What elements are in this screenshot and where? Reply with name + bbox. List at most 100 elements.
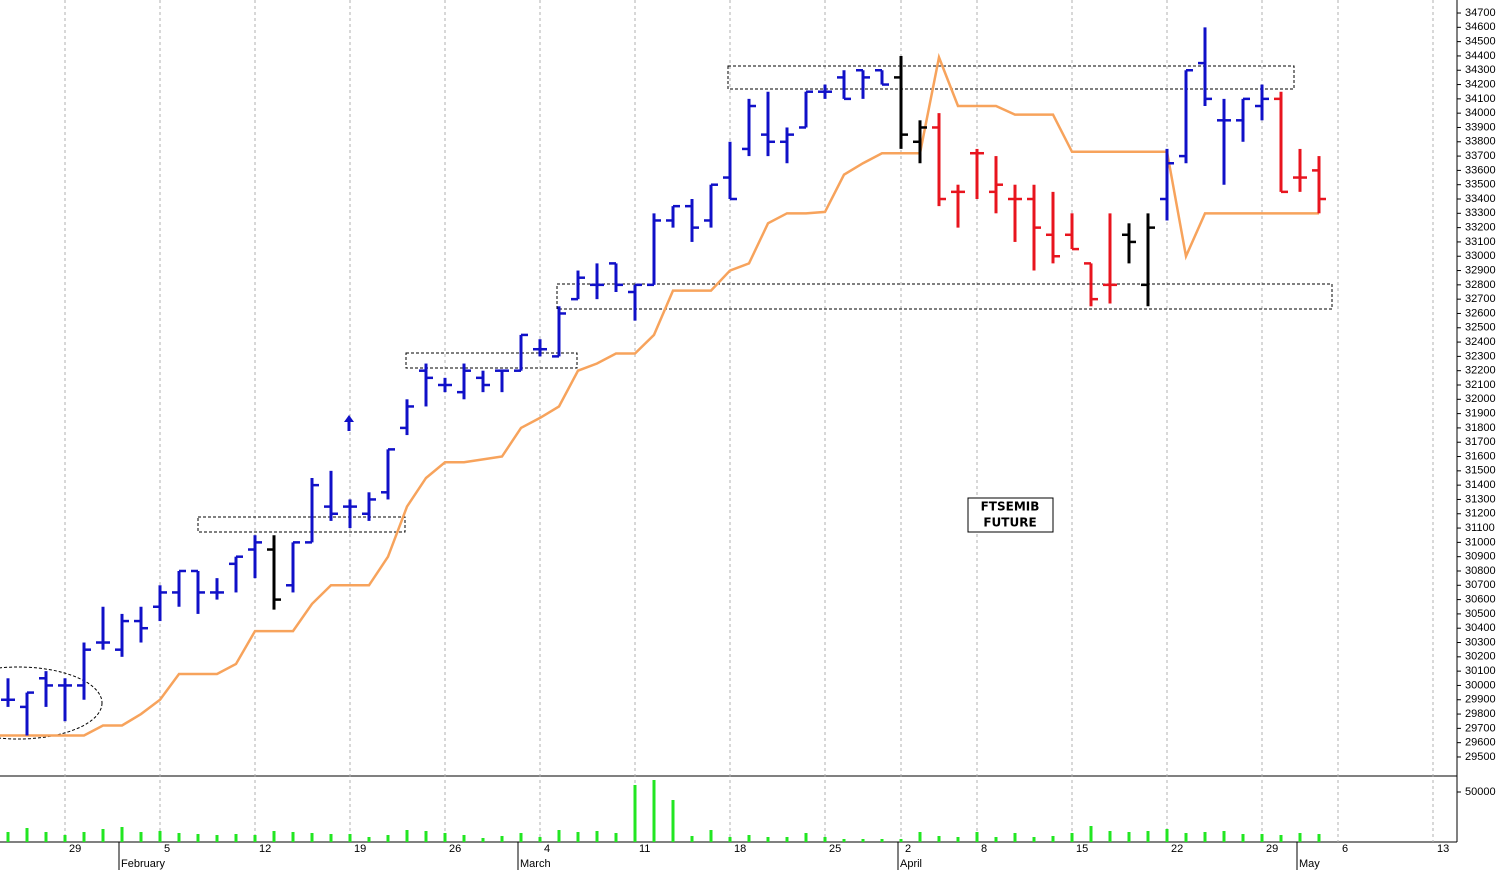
plot	[0, 27, 1326, 842]
volume-bar	[462, 835, 466, 842]
annotation-shapes	[0, 65, 1333, 740]
y-tick-label: 29900	[1465, 694, 1496, 706]
annotation-box	[967, 497, 1054, 533]
up-arrow	[344, 415, 354, 431]
volume-bar	[386, 835, 390, 842]
volume-bar	[329, 834, 333, 842]
y-tick-label: 29800	[1465, 708, 1496, 720]
volume-bar	[63, 835, 67, 842]
volume-bar	[291, 832, 295, 842]
zone-box	[405, 352, 578, 369]
y-tick-label: 33300	[1465, 207, 1496, 219]
volume-bar	[234, 834, 238, 842]
annotation: FUTURE	[983, 516, 1036, 530]
y-tick-label: 30500	[1465, 608, 1496, 620]
y-tick-label: 31600	[1465, 450, 1496, 462]
volume-bar	[918, 832, 922, 842]
volume-bar	[1070, 833, 1074, 842]
y-tick-label: 30800	[1465, 565, 1496, 577]
y-tick-label: 33500	[1465, 179, 1496, 191]
volume-bar	[253, 835, 257, 842]
x-tick-label: 4	[544, 843, 550, 855]
volume-bar	[690, 836, 694, 842]
volume-bar	[1051, 836, 1055, 842]
volume-bar	[785, 837, 789, 842]
volume-bar	[614, 833, 618, 842]
month-label: February	[121, 858, 166, 870]
y-tick-label: 30400	[1465, 622, 1496, 634]
x-tick-label: 12	[259, 843, 271, 855]
y-tick-label: 34500	[1465, 36, 1496, 48]
volume-bar	[899, 839, 903, 842]
volume-bar	[937, 836, 941, 842]
y-tick-label: 33200	[1465, 222, 1496, 234]
annotation: FTSEMIB	[981, 500, 1040, 514]
y-tick-label: 33700	[1465, 150, 1496, 162]
volume-bar	[1165, 829, 1169, 842]
volume-bar	[500, 836, 504, 842]
y-tick-label: 32100	[1465, 379, 1496, 391]
y-tick-label: 30200	[1465, 651, 1496, 663]
volume-bar	[823, 837, 827, 842]
volume-bar	[956, 837, 960, 842]
y-tick-label: 33400	[1465, 193, 1496, 205]
x-tick-label: 5	[164, 843, 170, 855]
volume-bar	[25, 828, 29, 842]
month-label: April	[900, 858, 922, 870]
volume-bar	[747, 835, 751, 842]
zone-box	[727, 65, 1295, 90]
volume-bar	[443, 833, 447, 842]
month-label: March	[520, 858, 551, 870]
volume-bar	[1089, 826, 1093, 842]
y-tick-label: 33900	[1465, 121, 1496, 133]
y-tick-label: 34600	[1465, 21, 1496, 33]
y-tick-label: 32200	[1465, 365, 1496, 377]
volume-bar	[1279, 835, 1283, 842]
volume-bar	[1317, 834, 1321, 842]
volume-bar	[1222, 831, 1226, 842]
volume-bar	[6, 832, 10, 842]
volume-bar	[557, 830, 561, 842]
volume-bar	[1184, 833, 1188, 842]
volume-bar	[766, 837, 770, 842]
y-tick-label: 29600	[1465, 737, 1496, 749]
volume-bar	[633, 785, 637, 842]
y-tick-label: 50000	[1465, 786, 1496, 798]
volume-bar	[842, 839, 846, 842]
volume-bar	[44, 832, 48, 842]
volume-bar	[1146, 831, 1150, 842]
volume-bar	[120, 827, 124, 842]
x-tick-label: 25	[829, 843, 841, 855]
volume-bar	[1032, 837, 1036, 842]
volume-bar	[310, 833, 314, 842]
volume-bar	[671, 800, 675, 842]
volume-bar	[538, 837, 542, 842]
volume-bar	[880, 839, 884, 842]
volume-bar	[82, 832, 86, 842]
y-tick-label: 34200	[1465, 78, 1496, 90]
volume-bar	[709, 830, 713, 842]
x-tick-label: 2	[905, 843, 911, 855]
volume-bar	[804, 833, 808, 842]
volume-bar	[861, 839, 865, 842]
volume-bar	[1127, 832, 1131, 842]
y-tick-label: 30300	[1465, 636, 1496, 648]
y-tick-label: 30700	[1465, 579, 1496, 591]
volume-bar	[1108, 831, 1112, 842]
volume-bar	[405, 830, 409, 842]
y-tick-label: 32400	[1465, 336, 1496, 348]
y-tick-label: 31000	[1465, 536, 1496, 548]
month-label: May	[1299, 858, 1320, 870]
y-tick-label: 31400	[1465, 479, 1496, 491]
y-tick-label: 30600	[1465, 594, 1496, 606]
y-tick-label: 34000	[1465, 107, 1496, 119]
y-tick-label: 29500	[1465, 751, 1496, 763]
volume-bar	[652, 780, 656, 842]
volume-bar	[1013, 833, 1017, 842]
volume-bar	[576, 832, 580, 842]
y-tick-label: 30000	[1465, 679, 1496, 691]
x-tick-label: 19	[354, 843, 366, 855]
volume-bar	[481, 838, 485, 842]
